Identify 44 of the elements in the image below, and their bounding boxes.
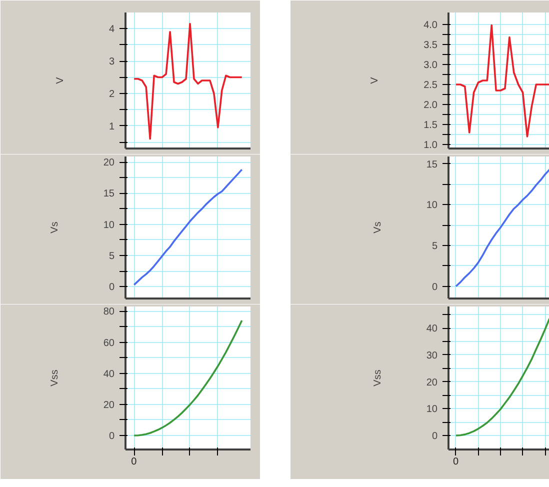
y-tick-label: 4 [108, 24, 115, 36]
y-axis-title: Vss [49, 370, 60, 386]
y-tick-label: 10 [426, 404, 438, 416]
y-tick-label: 40 [426, 324, 438, 335]
y-tick-label: 40 [103, 368, 115, 380]
y-tick-label: 1.5 [424, 120, 438, 131]
y-axis-title: V [54, 76, 66, 84]
y-tick-label: 0 [108, 282, 115, 294]
y-tick-label: 3 [108, 56, 115, 68]
y-tick-label: 0 [432, 282, 438, 293]
y-tick-label: 2.5 [424, 80, 438, 91]
y-tick-label: 5 [432, 240, 438, 252]
y-tick-label: 2.0 [424, 100, 438, 111]
y-tick-label: 0 [432, 431, 438, 442]
y-axis-title: Vs [49, 222, 60, 234]
y-tick-label: 10 [426, 200, 438, 212]
y-axis-title: V [370, 76, 381, 84]
y-tick-label: 15 [103, 188, 115, 200]
y-tick-label: 1.0 [424, 140, 438, 151]
y-tick-label: 1 [108, 121, 115, 132]
y-tick-label: 4.0 [424, 20, 438, 31]
y-tick-label: 2 [108, 88, 115, 100]
y-tick-label: 15 [426, 159, 438, 170]
y-tick-label: 5 [108, 251, 115, 262]
y-tick-label: 60 [103, 338, 115, 349]
y-tick-label: 0 [108, 431, 115, 442]
y-tick-label: 3.5 [424, 40, 438, 51]
line-series [455, 24, 549, 138]
line-series [455, 318, 549, 436]
line-series [133, 22, 243, 140]
text: 0 [452, 456, 459, 468]
y-tick-label: 20 [103, 400, 115, 411]
y-axis-title: Vs [372, 222, 384, 234]
text: 0 [131, 456, 138, 468]
line-series [133, 168, 243, 286]
line-series [455, 168, 549, 288]
y-tick-label: 30 [426, 350, 438, 362]
y-tick-label: 20 [103, 158, 115, 169]
y-tick-label: 20 [426, 377, 438, 388]
y-axis-title: Vss [372, 370, 384, 386]
y-tick-label: 10 [103, 220, 115, 231]
y-tick-label: 3.0 [424, 60, 438, 71]
line-series [133, 320, 243, 436]
y-tick-label: 80 [103, 306, 115, 318]
